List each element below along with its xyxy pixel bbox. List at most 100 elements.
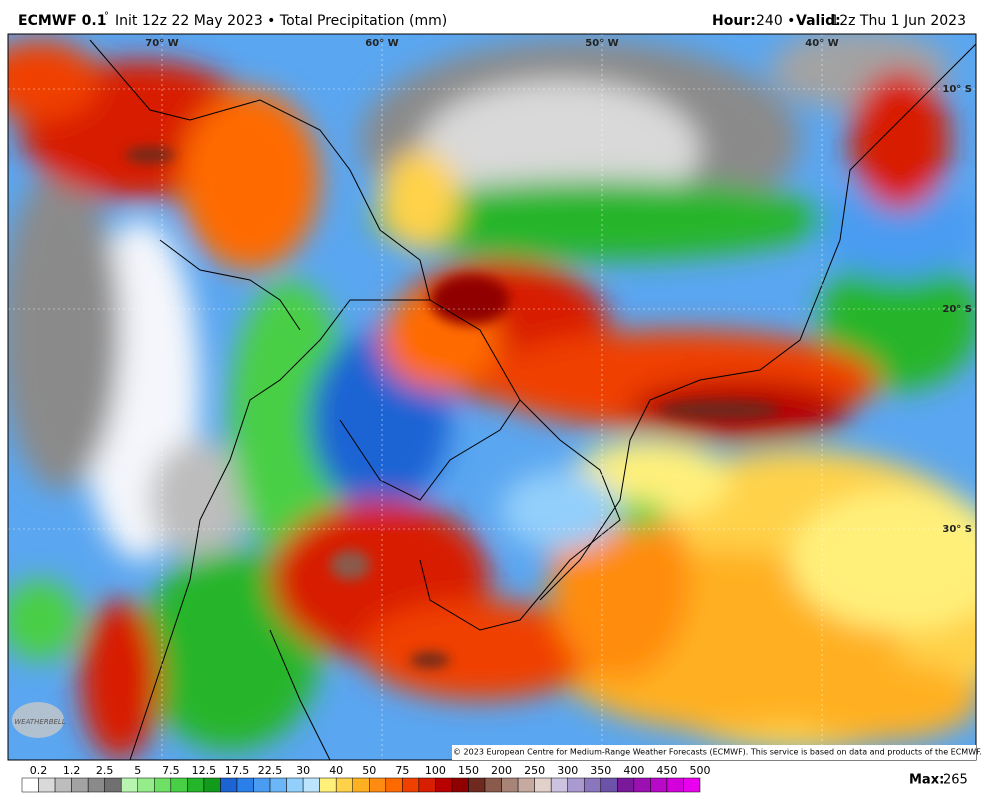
copyright: © 2023 European Centre for Medium-Range … bbox=[453, 748, 982, 757]
color-swatch bbox=[269, 777, 287, 793]
precip-map: 70° W 60° W 50° W 40° W 10° S 20° S 30° S bbox=[8, 34, 976, 760]
colorbar-label: 12.5 bbox=[192, 764, 217, 777]
graticule bbox=[8, 34, 976, 760]
color-swatch bbox=[137, 777, 155, 793]
precip-area bbox=[500, 470, 620, 550]
colorbar-label: 1.2 bbox=[63, 764, 81, 777]
color-swatch bbox=[302, 777, 320, 793]
color-swatch bbox=[468, 777, 486, 793]
precip-area bbox=[615, 500, 665, 530]
colorbar-label: 200 bbox=[491, 764, 512, 777]
color-swatch bbox=[87, 777, 105, 793]
color-swatch bbox=[567, 777, 585, 793]
colorbar-label: 250 bbox=[524, 764, 545, 777]
precip-area bbox=[8, 40, 100, 120]
color-swatch bbox=[286, 777, 304, 793]
colorbar-label: 500 bbox=[690, 764, 711, 777]
latitude-label: 10° S bbox=[942, 84, 972, 95]
color-swatch bbox=[583, 777, 602, 793]
color-swatch bbox=[352, 777, 370, 793]
colorbar-label: 50 bbox=[362, 764, 376, 777]
color-swatch bbox=[484, 777, 502, 793]
longitude-label: 40° W bbox=[805, 38, 838, 49]
colorbar-label: 75 bbox=[395, 764, 409, 777]
color-swatch bbox=[203, 777, 221, 793]
precip-area bbox=[180, 90, 320, 270]
colorbar-label: 0.2 bbox=[30, 764, 48, 777]
valid-label: Valid: bbox=[796, 13, 841, 29]
color-swatch bbox=[54, 777, 72, 793]
color-swatch bbox=[501, 777, 519, 793]
border-line bbox=[89, 39, 431, 760]
color-swatch bbox=[385, 777, 403, 793]
precip-area bbox=[360, 600, 600, 700]
colorbar-label: 150 bbox=[458, 764, 479, 777]
colorbar-label: 2.5 bbox=[96, 764, 114, 777]
color-swatch bbox=[120, 777, 139, 793]
border-line bbox=[419, 299, 621, 631]
copyright-bg bbox=[452, 745, 976, 760]
longitude-label: 60° W bbox=[365, 38, 398, 49]
border-line bbox=[269, 629, 331, 760]
color-swatch bbox=[71, 777, 89, 793]
precip-core bbox=[660, 400, 780, 420]
colorbar: 0.2 1.2 2.5 5 7.5 12.5 17.5 22.5 30 40 50 75 100 150 2… bbox=[21, 764, 711, 793]
hour-label: Hour: bbox=[712, 13, 756, 29]
color-swatch bbox=[451, 777, 469, 793]
color-swatch bbox=[534, 777, 552, 793]
precip-area bbox=[790, 490, 976, 630]
logo-badge bbox=[12, 702, 64, 738]
model-name: ECMWF 0.1 bbox=[18, 13, 106, 29]
color-swatch bbox=[253, 777, 271, 793]
precip-core bbox=[125, 147, 175, 163]
valid-time: 12z Thu 1 Jun 2023 bbox=[830, 13, 966, 29]
color-swatch bbox=[650, 777, 668, 793]
colorbar-label: 30 bbox=[296, 764, 310, 777]
color-swatch bbox=[550, 777, 568, 793]
max-label: Max: bbox=[909, 773, 944, 788]
color-swatch bbox=[154, 777, 172, 793]
colorbar-label: 17.5 bbox=[225, 764, 250, 777]
color-swatch bbox=[617, 777, 635, 793]
precip-area bbox=[230, 280, 350, 560]
borders bbox=[89, 39, 976, 760]
color-swatch bbox=[187, 777, 205, 793]
color-swatch bbox=[402, 777, 420, 793]
longitude-label: 70° W bbox=[145, 38, 178, 49]
colorbar-label: 300 bbox=[557, 764, 578, 777]
run-info: Init 12z 22 May 2023 • Total Precipitati… bbox=[115, 13, 447, 29]
color-swatch bbox=[21, 777, 39, 793]
precip-field bbox=[8, 34, 976, 760]
precip-detail bbox=[125, 147, 780, 668]
color-swatch bbox=[170, 777, 188, 793]
color-swatch bbox=[220, 777, 238, 793]
color-swatch bbox=[104, 777, 122, 793]
color-swatch bbox=[38, 777, 56, 793]
color-swatch bbox=[435, 777, 453, 793]
border-line bbox=[339, 399, 521, 501]
color-swatch bbox=[369, 777, 387, 793]
precip-area bbox=[8, 170, 120, 490]
colorbar-label: 450 bbox=[656, 764, 677, 777]
border-line bbox=[159, 239, 301, 331]
colorbar-label: 7.5 bbox=[162, 764, 180, 777]
color-swatch bbox=[633, 777, 651, 793]
colorbar-label: 350 bbox=[590, 764, 611, 777]
precip-core bbox=[410, 652, 450, 668]
latitude-label: 20° S bbox=[942, 304, 972, 315]
color-swatch bbox=[600, 777, 618, 793]
precip-area bbox=[8, 580, 80, 660]
color-swatch bbox=[683, 777, 701, 793]
longitude-label: 50° W bbox=[585, 38, 618, 49]
precip-area bbox=[80, 600, 160, 760]
max-value: 265 bbox=[943, 773, 968, 788]
color-swatch bbox=[335, 777, 353, 793]
colorbar-label: 40 bbox=[329, 764, 343, 777]
colorbar-label: 100 bbox=[425, 764, 446, 777]
color-swatch bbox=[666, 777, 684, 793]
precip-area bbox=[820, 180, 976, 280]
coastline bbox=[539, 43, 976, 601]
precip-area bbox=[780, 660, 976, 740]
